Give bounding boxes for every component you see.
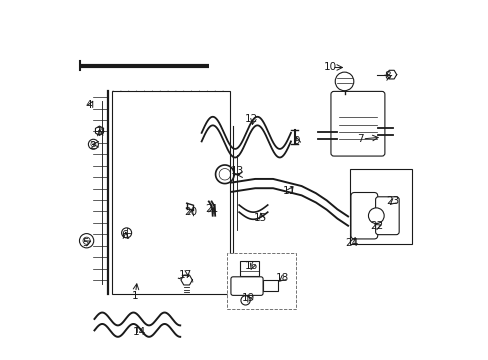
Text: 5: 5 — [82, 238, 89, 248]
Text: 24: 24 — [345, 238, 358, 248]
Text: 17: 17 — [179, 270, 192, 280]
Circle shape — [83, 237, 90, 244]
Text: 10: 10 — [323, 63, 336, 72]
Circle shape — [241, 296, 250, 305]
FancyBboxPatch shape — [230, 277, 263, 296]
Bar — [226, 253, 296, 309]
Text: 15: 15 — [253, 212, 266, 222]
Text: 7: 7 — [357, 134, 363, 144]
Text: 3: 3 — [95, 127, 101, 137]
Text: 13: 13 — [230, 166, 244, 176]
Text: 16: 16 — [244, 261, 258, 271]
Circle shape — [80, 234, 94, 248]
Circle shape — [335, 72, 353, 91]
Bar — [112, 91, 230, 294]
Text: 9: 9 — [292, 136, 299, 146]
Circle shape — [88, 139, 98, 149]
Bar — [263, 280, 278, 292]
Text: 11: 11 — [282, 186, 295, 196]
Text: 14: 14 — [132, 327, 145, 337]
Text: 23: 23 — [386, 197, 399, 206]
Text: 2: 2 — [89, 141, 96, 151]
Polygon shape — [181, 275, 192, 285]
Polygon shape — [386, 70, 396, 79]
Text: 1: 1 — [132, 291, 139, 301]
Circle shape — [122, 228, 131, 238]
FancyBboxPatch shape — [350, 193, 377, 239]
Bar — [349, 169, 411, 244]
Text: 18: 18 — [275, 273, 288, 283]
FancyBboxPatch shape — [330, 91, 384, 156]
Circle shape — [91, 142, 96, 147]
FancyBboxPatch shape — [375, 197, 398, 235]
Bar — [240, 261, 258, 276]
Text: 21: 21 — [205, 203, 219, 213]
Circle shape — [367, 208, 384, 224]
Text: 8: 8 — [383, 71, 390, 81]
Text: 22: 22 — [369, 221, 383, 231]
Text: 20: 20 — [184, 207, 197, 217]
Text: 4: 4 — [85, 100, 92, 110]
Text: 6: 6 — [122, 230, 128, 240]
Text: 19: 19 — [241, 293, 254, 303]
Text: 12: 12 — [244, 114, 258, 124]
